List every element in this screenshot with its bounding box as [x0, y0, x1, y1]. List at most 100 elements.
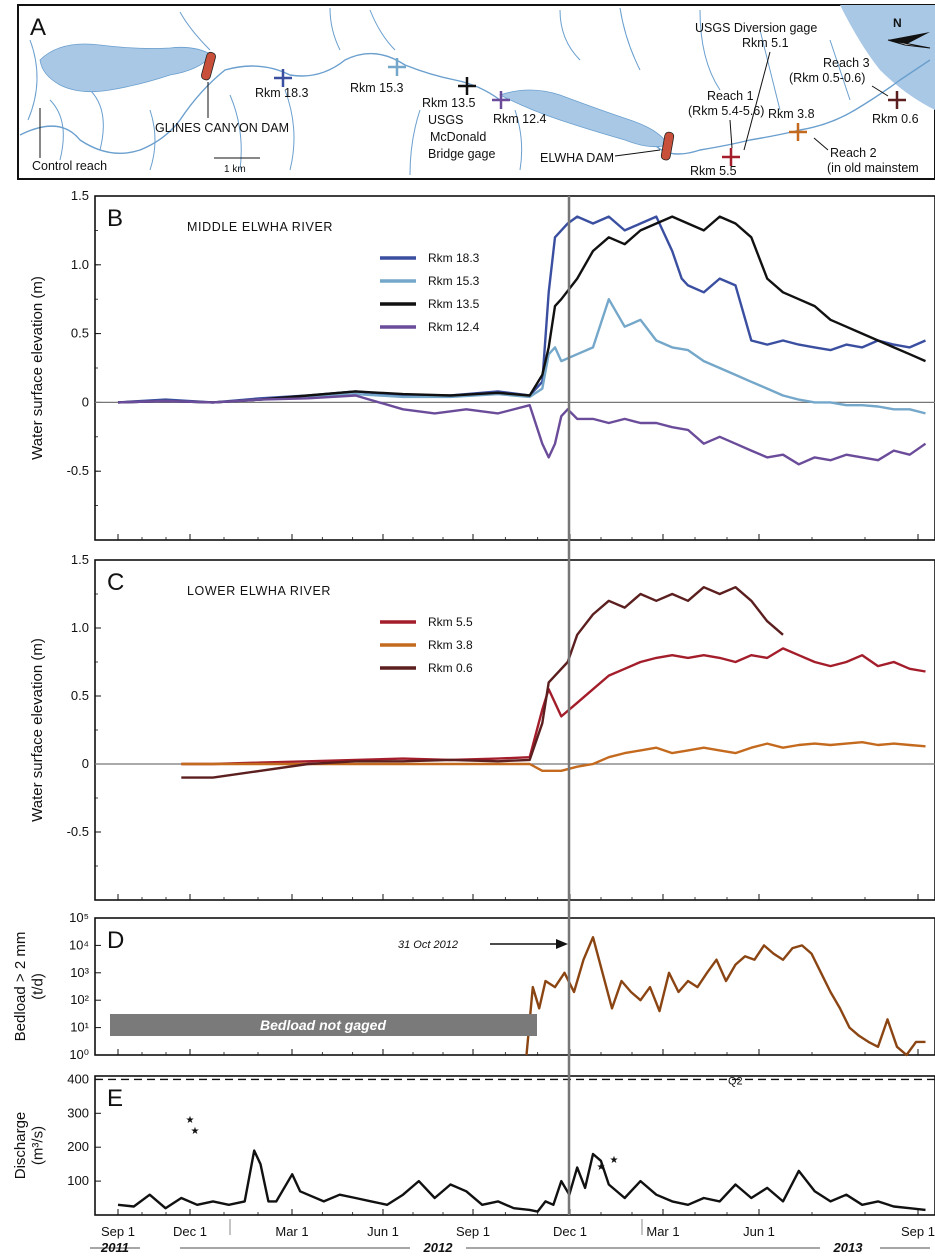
year-label: 2012 [423, 1240, 454, 1255]
series-line-c-0 [181, 647, 926, 766]
panel-letter-c: C [107, 569, 124, 596]
chart-panel-b: B MIDDLE ELWHA RIVER 1.5 1.0 0.5 0 -0.5 Water s… [29, 188, 935, 541]
plot-frame-b [94, 195, 935, 541]
series-line-e-0 [117, 1149, 926, 1213]
reach1-leader [729, 119, 733, 149]
site-label-rkm-3-8: Rkm 3.8 [768, 107, 815, 121]
series-line-b-2 [117, 215, 926, 404]
peak-star: ★ [186, 1115, 195, 1126]
panel-letter-b: B [107, 205, 123, 232]
year-label: 2013 [833, 1240, 864, 1255]
usgs-diversion-label-1: USGS Diversion gage [695, 21, 817, 35]
x-tick-label: Dec 1 [553, 1224, 587, 1239]
svg-text:N: N [893, 16, 902, 30]
scale-bar-label: 1 km [224, 164, 246, 175]
panel-letter-d: D [107, 927, 124, 954]
elwha-dam-label: ELWHA DAM [540, 151, 614, 165]
x-tick-label: Mar 1 [275, 1224, 308, 1239]
glines-canyon-dam-marker [201, 51, 216, 81]
y-axis-label-c: Water surface elevation (m) [29, 638, 46, 822]
peak-star: ★ [610, 1155, 619, 1166]
usgs-diversion-leader [743, 51, 771, 151]
tributary-streams [27, 7, 851, 176]
legend-label: Rkm 3.8 [428, 638, 473, 652]
ocean-area [840, 5, 935, 110]
north-arrow-icon: N [887, 16, 931, 49]
x-tick-label: Dec 1 [173, 1224, 207, 1239]
site-crosses [274, 58, 906, 166]
map-frame [17, 4, 935, 180]
x-tick-label: Sep 1 [101, 1224, 135, 1239]
reach3-leader [871, 85, 889, 97]
site-label-rkm-15-3: Rkm 15.3 [350, 81, 404, 95]
bedload-not-gaged-label: Bedload not gaged [260, 1017, 386, 1033]
elwha-river-channel [19, 52, 931, 155]
site-label-rkm-18-3: Rkm 18.3 [255, 86, 309, 100]
y-tick-label: 0 [82, 756, 89, 771]
y-tick-label: 400 [67, 1071, 89, 1086]
elwha-dam-leader [614, 149, 661, 157]
legend-label: Rkm 13.5 [428, 297, 480, 311]
peak-star: ★ [191, 1126, 200, 1137]
elwha-dam-marker [660, 131, 675, 161]
series-line-d-0 [525, 936, 926, 1057]
plot-frame-e [94, 1075, 935, 1216]
oct-31-label: 31 Oct 2012 [398, 939, 458, 951]
site-label-rkm-13-5: Rkm 13.5 [422, 96, 476, 110]
plot-frame-c [94, 559, 935, 901]
site-label-rkm-12-4: Rkm 12.4 [493, 112, 547, 126]
y-axis-label-d: Bedload > 2 mm(t/d) [12, 932, 46, 1042]
x-tick-label: Jun 1 [367, 1224, 399, 1239]
reach1-label-2: (Rkm 5.4-5.6) [688, 104, 764, 118]
y-tick-label: 0 [82, 394, 89, 409]
series-line-b-1 [117, 298, 926, 415]
legend-label: Rkm 0.6 [428, 661, 473, 675]
y-tick-label: 1.5 [71, 188, 89, 203]
site-cross-rkm-3-8 [789, 123, 807, 141]
y-tick-label: 300 [67, 1105, 89, 1120]
site-cross-rkm-15-3 [388, 58, 406, 76]
reach3-label-2: (Rkm 0.5-0.6) [789, 71, 865, 85]
legend-label: Rkm 15.3 [428, 274, 480, 288]
legend-label: Rkm 12.4 [428, 320, 480, 334]
y-tick-label: 0.5 [71, 326, 89, 341]
plot-frame-d [94, 917, 935, 1056]
chart-panel-d: D 10⁵ 10⁴ 10³ 10² 10¹ 10⁰ Bedload > 2 mm(t/d) Be… [12, 910, 935, 1062]
y-tick-label: 10⁵ [69, 910, 89, 925]
y-axis-label-e: Discharge(m³/s) [12, 1112, 46, 1180]
y-tick-label: 10⁴ [69, 937, 89, 952]
series-line-b-3 [117, 394, 927, 466]
y-tick-label: 10¹ [70, 1020, 89, 1035]
site-cross-rkm-13-5 [458, 77, 476, 95]
reach2-label-2: (in old mainstem [827, 161, 919, 175]
chart-panel-c: C LOWER ELWHA RIVER 1.5 1.0 0.5 0 -0.5 Water su… [29, 552, 935, 901]
y-tick-label: 1.5 [71, 552, 89, 567]
usgs-mcdonald-label-2: McDonald [430, 130, 486, 144]
site-cross-rkm-12-4 [492, 91, 510, 109]
site-cross-rkm-18-3 [274, 69, 292, 87]
site-label-rkm-5-5: Rkm 5.5 [690, 164, 737, 178]
reach2-leader [813, 137, 829, 151]
series-line-b-0 [117, 215, 926, 404]
usgs-diversion-label-2: Rkm 5.1 [742, 36, 789, 50]
y-tick-label: -0.5 [67, 824, 89, 839]
map-panel: A G [17, 4, 935, 180]
year-label: 2011 [100, 1240, 129, 1255]
y-tick-label: 1.0 [71, 257, 89, 272]
y-tick-label: 10⁰ [69, 1047, 89, 1062]
series-line-c-1 [181, 741, 926, 772]
y-tick-label: 10² [70, 992, 89, 1007]
oct-31-arrowhead [556, 939, 568, 949]
y-tick-label: 200 [67, 1139, 89, 1154]
x-tick-label: Sep 1 [456, 1224, 490, 1239]
y-tick-label: -0.5 [67, 463, 89, 478]
panel-title-c: LOWER ELWHA RIVER [187, 584, 331, 598]
bedload-not-gaged-box [110, 1014, 537, 1036]
y-tick-label: 0.5 [71, 688, 89, 703]
x-tick-label: Sep 1 [901, 1224, 935, 1239]
site-cross-rkm-0-6 [888, 91, 906, 109]
panel-letter-e: E [107, 1085, 123, 1112]
x-tick-label: Jun 1 [743, 1224, 775, 1239]
reach3-label-1: Reach 3 [823, 56, 870, 70]
glines-dam-label: GLINES CANYON DAM [155, 121, 289, 135]
